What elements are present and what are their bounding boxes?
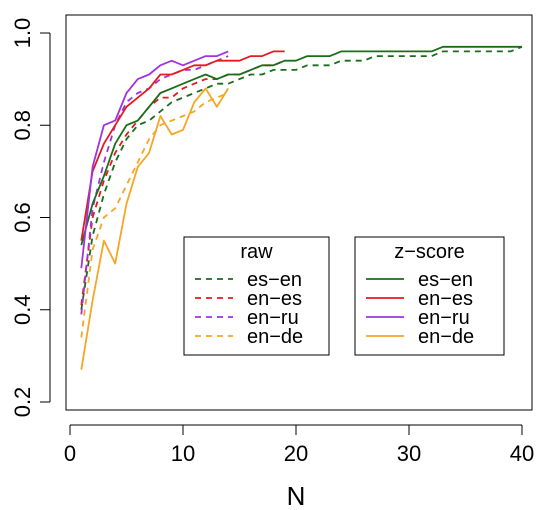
y-tick-label: 0.6	[10, 202, 35, 233]
axes-layer: 0 10 20 30 40 0.2 0.4 0.6 0.8 1.0	[10, 18, 534, 466]
legend-title: raw	[240, 241, 273, 263]
y-tick-label: 0.8	[10, 110, 35, 141]
legend-entry-label: en−ru	[418, 307, 470, 329]
legend-title: z−score	[394, 241, 465, 263]
y-tick-label: 0.4	[10, 294, 35, 325]
plot-frame	[65, 14, 533, 411]
series-line-z-score-es-en	[80, 45, 522, 246]
x-tick-label: 20	[284, 441, 308, 466]
series-line-z-score-en-es	[80, 50, 285, 241]
y-tick-label: 0.2	[10, 387, 35, 418]
x-axis-label: N	[287, 481, 306, 510]
legend-entry-label: es−en	[247, 269, 302, 291]
x-tick-label: 40	[510, 441, 534, 466]
legend-entry-label: en−es	[418, 288, 473, 310]
x-tick-label: 10	[171, 441, 195, 466]
legend-box	[354, 236, 505, 356]
series-line-raw-en-es	[80, 59, 286, 306]
legend-entry-label: en−de	[247, 326, 303, 348]
series-line-z-score-en-ru	[80, 50, 229, 269]
y-tick-label: 1.0	[10, 18, 35, 49]
x-tick-label: 30	[397, 441, 421, 466]
legend-entry-label: en−de	[418, 326, 474, 348]
legend-entry-label: en−es	[247, 288, 302, 310]
legend-layer: rawes−enen−esen−ruen−dez−scorees−enen−es…	[183, 236, 505, 356]
legend-entry-label: es−en	[418, 269, 473, 291]
series-line-z-score-en-de	[80, 87, 229, 370]
legend-entry-label: en−ru	[247, 307, 299, 329]
series-layer	[80, 45, 523, 370]
x-tick-label: 0	[64, 441, 76, 466]
